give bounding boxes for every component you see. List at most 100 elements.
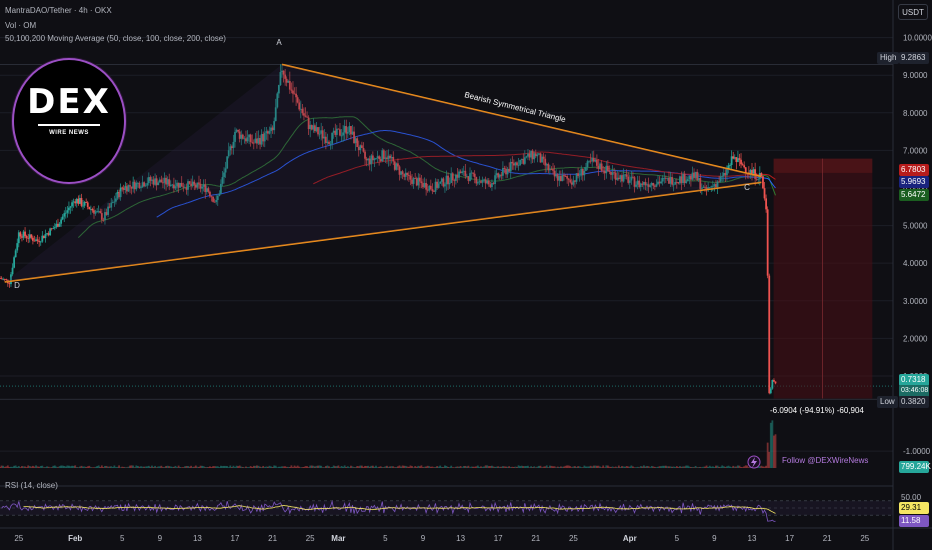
volume-bar (146, 466, 149, 468)
volume-bar (182, 467, 185, 468)
volume-bar (180, 467, 183, 468)
candle-body (169, 184, 172, 187)
volume-bar (404, 465, 407, 468)
candle-body (643, 181, 645, 185)
candle-body (409, 175, 412, 180)
volume-bar (574, 466, 576, 468)
volume-bar (572, 466, 575, 468)
volume-bar (157, 466, 160, 468)
volume-bar (724, 466, 727, 468)
rsi-pane (0, 485, 893, 522)
volume-bar (213, 466, 216, 468)
logo-text: DEX (27, 82, 111, 122)
candle-body (107, 206, 109, 215)
volume-bar (715, 465, 717, 468)
volume-bar (484, 465, 487, 468)
volume-bar (334, 466, 337, 468)
candle-body (476, 182, 479, 184)
candle-body (157, 182, 160, 186)
volume-bar (212, 466, 214, 468)
volume-bar (93, 467, 95, 468)
candle-body (729, 165, 731, 166)
volume-bar (17, 466, 20, 468)
candle-body (389, 155, 391, 159)
currency-button[interactable]: USDT (898, 4, 928, 20)
candle-body (129, 185, 131, 187)
volume-bar (660, 466, 663, 468)
volume-bar (11, 466, 14, 468)
candle-body (680, 176, 683, 184)
candle-body (216, 195, 219, 201)
volume-bar (760, 465, 763, 468)
volume-bar (276, 467, 279, 468)
candle-body (243, 138, 246, 140)
volume-bar (82, 466, 84, 468)
candle-body (420, 181, 423, 184)
candle-body (0, 278, 3, 280)
volume-bar (126, 467, 128, 468)
candle-body (580, 168, 583, 176)
volume-bar (384, 466, 387, 468)
volume-bar (774, 434, 777, 468)
candle-body (93, 210, 95, 214)
volume-bar (32, 465, 34, 468)
candle-body (91, 209, 94, 211)
volume-bar (116, 466, 119, 468)
volume-bar (393, 467, 396, 468)
candle-body (182, 186, 185, 188)
candle-body (126, 186, 128, 192)
x-tick-label: 13 (456, 534, 465, 543)
candle-body (688, 175, 691, 180)
candle-body (581, 168, 584, 176)
volume-bar (616, 467, 619, 468)
volume-bar (621, 466, 623, 468)
volume-bar (622, 466, 625, 468)
volume-bar (53, 465, 56, 468)
volume-bar (24, 466, 26, 468)
candle-body (284, 74, 287, 79)
candle-body (173, 184, 175, 189)
candle-body (440, 178, 443, 182)
volume-bar (122, 466, 125, 468)
volume-bar (361, 465, 363, 468)
volume-bar (415, 466, 418, 468)
volume-bar (708, 465, 711, 468)
candle-body (690, 175, 692, 180)
volume-bar (649, 467, 652, 468)
volume-bar (0, 465, 3, 468)
candle-body (97, 211, 100, 212)
candle-body (473, 173, 476, 178)
volume-bar (675, 466, 678, 468)
volume-bar (329, 467, 332, 468)
x-tick-label: 25 (860, 534, 869, 543)
candle-body (574, 180, 576, 182)
volume-bar (682, 466, 684, 468)
candle-body (226, 156, 229, 169)
candle-body (141, 182, 144, 188)
volume-bar (196, 466, 199, 468)
volume-bar (765, 465, 767, 468)
x-tick-label: 5 (383, 534, 388, 543)
volume-bar (545, 465, 548, 468)
candle-body (480, 181, 482, 183)
last-price-value: 0.7318 (899, 374, 929, 386)
candle-body (603, 170, 606, 174)
candle-body (491, 183, 493, 187)
candle-body (55, 223, 58, 228)
volume-bar (428, 466, 431, 468)
candle-body (202, 184, 205, 187)
volume-bar (771, 420, 774, 468)
candle-body (773, 380, 775, 382)
candle-body (575, 173, 578, 182)
volume-bar (719, 466, 722, 468)
candle-body (265, 131, 268, 134)
volume-bar (3, 466, 6, 468)
candle-body (79, 198, 81, 204)
candle-body (28, 234, 31, 239)
candle-body (451, 173, 454, 181)
rsi-value: 11.58 (899, 515, 929, 527)
candle-body (699, 178, 702, 189)
candle-body (256, 138, 258, 144)
candle-body (769, 388, 772, 394)
